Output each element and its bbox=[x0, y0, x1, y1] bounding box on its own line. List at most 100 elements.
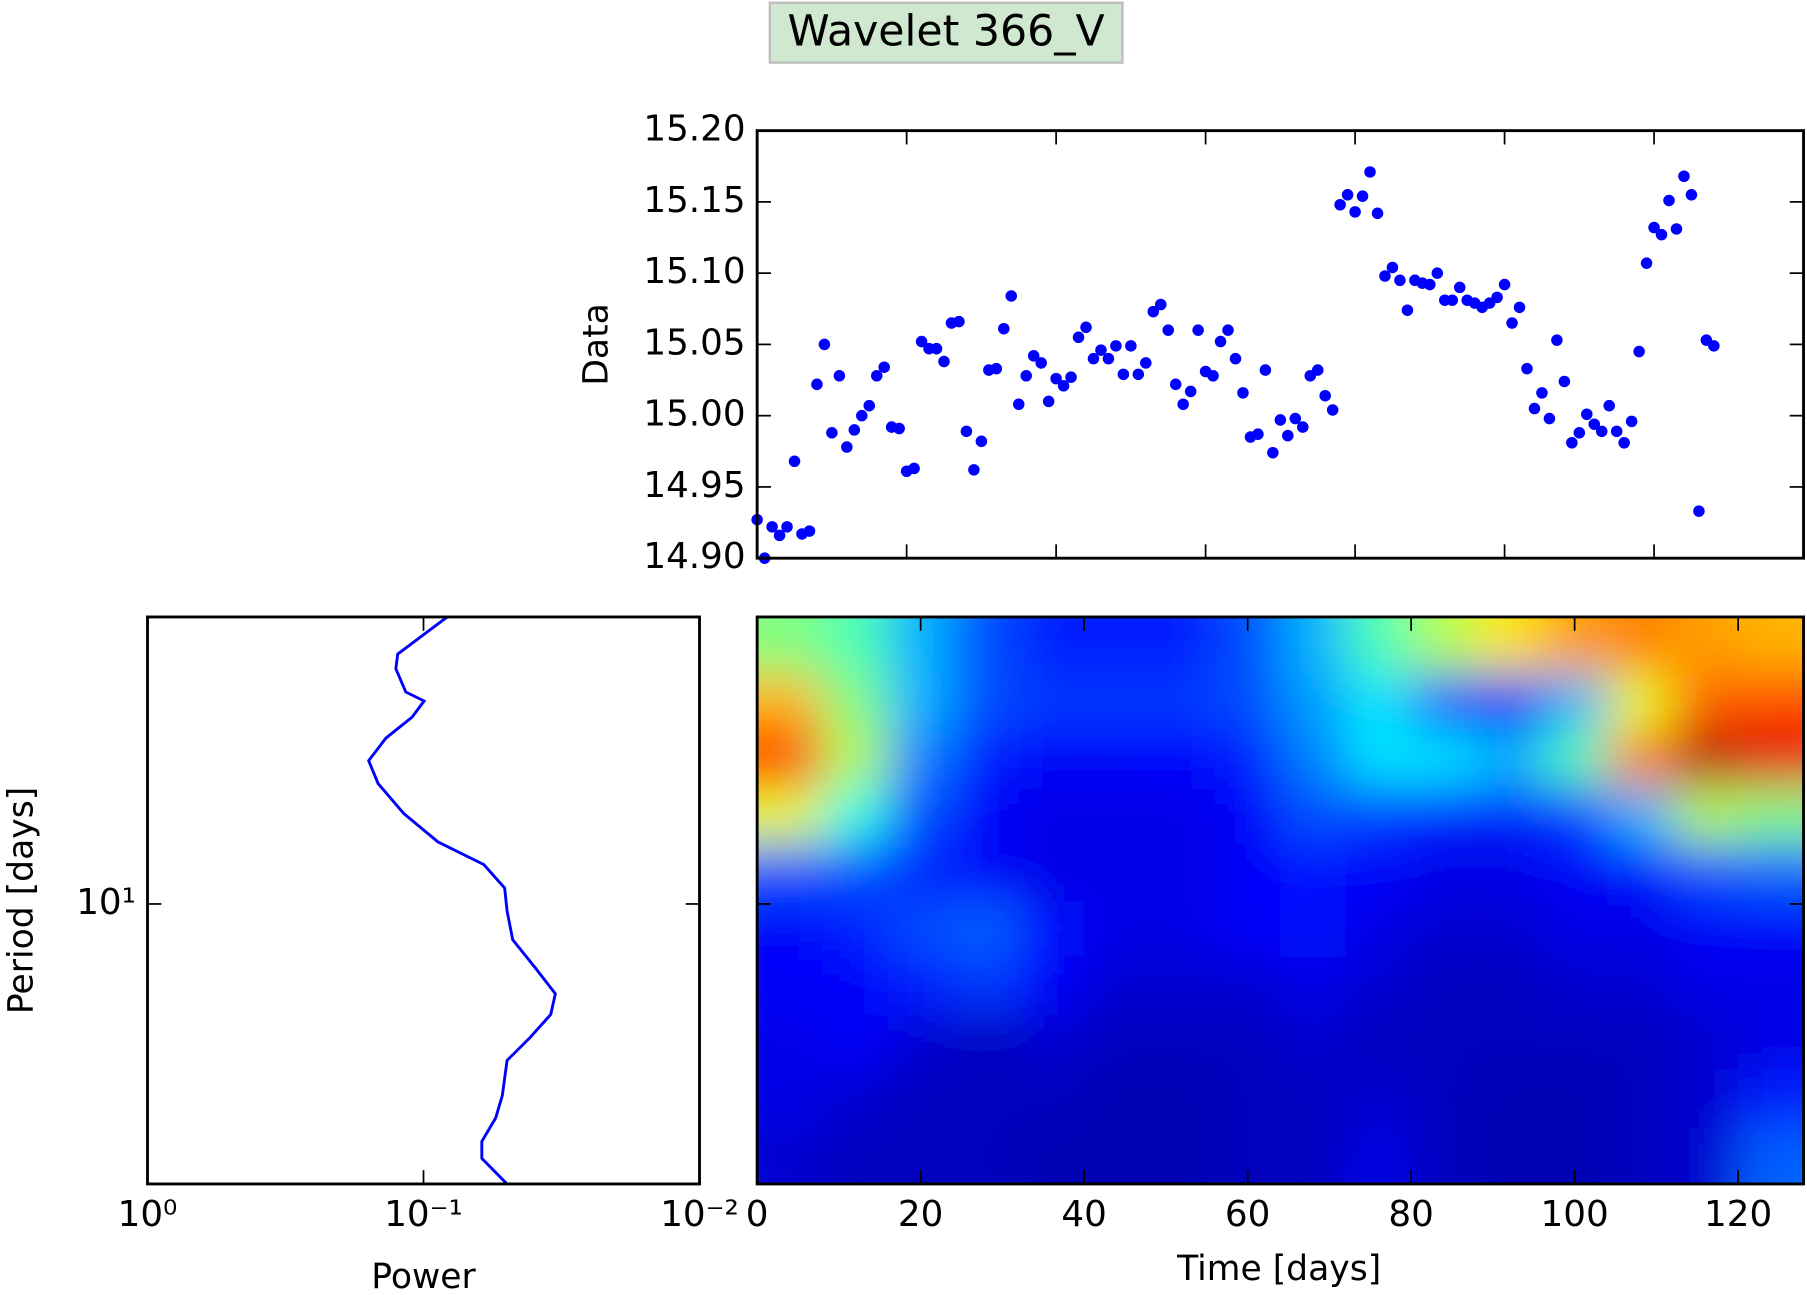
data-point bbox=[1184, 385, 1197, 398]
data-point bbox=[1222, 324, 1234, 336]
y-axis-label: Period [days] bbox=[2, 787, 42, 1014]
heat-cell bbox=[1476, 843, 1544, 902]
data-point bbox=[1087, 352, 1100, 365]
heat-cell bbox=[1345, 730, 1413, 789]
heat-cell bbox=[1541, 900, 1609, 959]
heat-cell bbox=[1214, 843, 1282, 902]
data-point bbox=[1603, 399, 1615, 412]
heat-cell bbox=[1607, 673, 1674, 732]
data-point bbox=[1453, 281, 1466, 294]
data-point bbox=[1558, 375, 1571, 388]
heat-cell bbox=[1084, 616, 1151, 675]
heat-cell bbox=[1672, 673, 1740, 732]
data-point bbox=[1670, 223, 1683, 235]
heat-cell bbox=[953, 673, 1020, 732]
heat-cell bbox=[1738, 616, 1804, 675]
heatmap-cells bbox=[757, 616, 1804, 1184]
data-point bbox=[1506, 317, 1518, 329]
heat-cell bbox=[1738, 673, 1804, 732]
heat-cell bbox=[1411, 1013, 1478, 1072]
heat-cell bbox=[1541, 843, 1609, 902]
data-point bbox=[1491, 291, 1503, 304]
heat-cell bbox=[1607, 616, 1674, 675]
heat-cell bbox=[1214, 787, 1282, 845]
heat-cell bbox=[1214, 1013, 1282, 1072]
heat-cell bbox=[887, 957, 955, 1016]
heat-cell bbox=[1607, 900, 1674, 959]
y-tick-label: 15.20 bbox=[643, 109, 745, 150]
heat-cell bbox=[1738, 900, 1804, 959]
data-point bbox=[1573, 427, 1586, 439]
data-point bbox=[1065, 371, 1077, 383]
heat-cell bbox=[1541, 787, 1609, 845]
plot-frame bbox=[755, 615, 1805, 1186]
heat-cell bbox=[1476, 957, 1544, 1016]
data-point bbox=[1364, 166, 1376, 178]
heat-cell bbox=[822, 843, 890, 902]
data-point bbox=[1595, 425, 1608, 438]
data-point bbox=[1319, 389, 1331, 402]
data-point bbox=[1110, 340, 1122, 352]
y-tick-label: 14.95 bbox=[643, 465, 745, 506]
heat-cell bbox=[1411, 730, 1478, 789]
data-point bbox=[1334, 198, 1346, 211]
x-tick-label: 20 bbox=[898, 1194, 943, 1235]
heat-cell bbox=[887, 673, 955, 732]
heat-cell bbox=[1280, 673, 1347, 732]
y-tick-label: 10¹ bbox=[76, 882, 136, 923]
data-point bbox=[1237, 387, 1249, 399]
data-point bbox=[856, 409, 868, 422]
x-tick-label: 60 bbox=[1225, 1194, 1270, 1235]
data-point bbox=[1663, 194, 1675, 207]
data-point bbox=[1521, 362, 1533, 375]
heat-cell bbox=[1541, 730, 1609, 789]
heat-cell bbox=[1084, 1013, 1151, 1072]
heat-cell bbox=[822, 900, 890, 959]
heat-cell bbox=[1672, 1013, 1740, 1072]
heat-cell bbox=[1149, 673, 1217, 732]
heat-cell bbox=[1214, 1070, 1282, 1129]
data-point bbox=[1625, 415, 1638, 428]
data-point bbox=[968, 464, 980, 476]
data-point bbox=[915, 335, 928, 348]
heat-cell bbox=[1345, 616, 1413, 675]
y-tick-label: 15.15 bbox=[643, 180, 745, 221]
data-point bbox=[1297, 421, 1309, 433]
data-point bbox=[893, 422, 905, 435]
data-point bbox=[1708, 340, 1720, 352]
heat-cell bbox=[1345, 1127, 1413, 1184]
data-point bbox=[1252, 428, 1264, 440]
heat-cell bbox=[953, 616, 1020, 675]
data-point bbox=[1005, 290, 1018, 302]
heat-cell bbox=[1214, 900, 1282, 959]
data-point bbox=[766, 521, 778, 533]
heat-cell bbox=[1084, 730, 1151, 789]
data-point bbox=[773, 529, 786, 542]
heat-cell bbox=[1476, 787, 1544, 845]
data-point bbox=[1162, 324, 1174, 336]
data-point bbox=[788, 455, 801, 468]
heat-cell bbox=[1411, 900, 1478, 959]
heat-cell bbox=[1084, 673, 1151, 732]
heat-cell bbox=[1018, 787, 1086, 845]
data-point bbox=[960, 425, 973, 438]
data-point bbox=[1424, 278, 1436, 291]
heat-cell bbox=[1084, 787, 1151, 845]
x-tick-label: 10⁻¹ bbox=[384, 1194, 463, 1235]
heat-cell bbox=[1345, 957, 1413, 1016]
heat-cell bbox=[822, 1013, 890, 1072]
heat-cell bbox=[822, 673, 890, 732]
heat-cell bbox=[1672, 843, 1740, 902]
data-point bbox=[1050, 372, 1062, 385]
data-point bbox=[1125, 340, 1137, 352]
data-point bbox=[878, 361, 890, 373]
heat-cell bbox=[1149, 957, 1217, 1016]
heat-cell bbox=[953, 843, 1020, 902]
heat-cell bbox=[1607, 1013, 1674, 1072]
data-point bbox=[1147, 305, 1160, 318]
heat-cell bbox=[1476, 673, 1544, 732]
data-point bbox=[1027, 350, 1040, 362]
data-point bbox=[1095, 344, 1107, 356]
data-point bbox=[1394, 274, 1406, 287]
